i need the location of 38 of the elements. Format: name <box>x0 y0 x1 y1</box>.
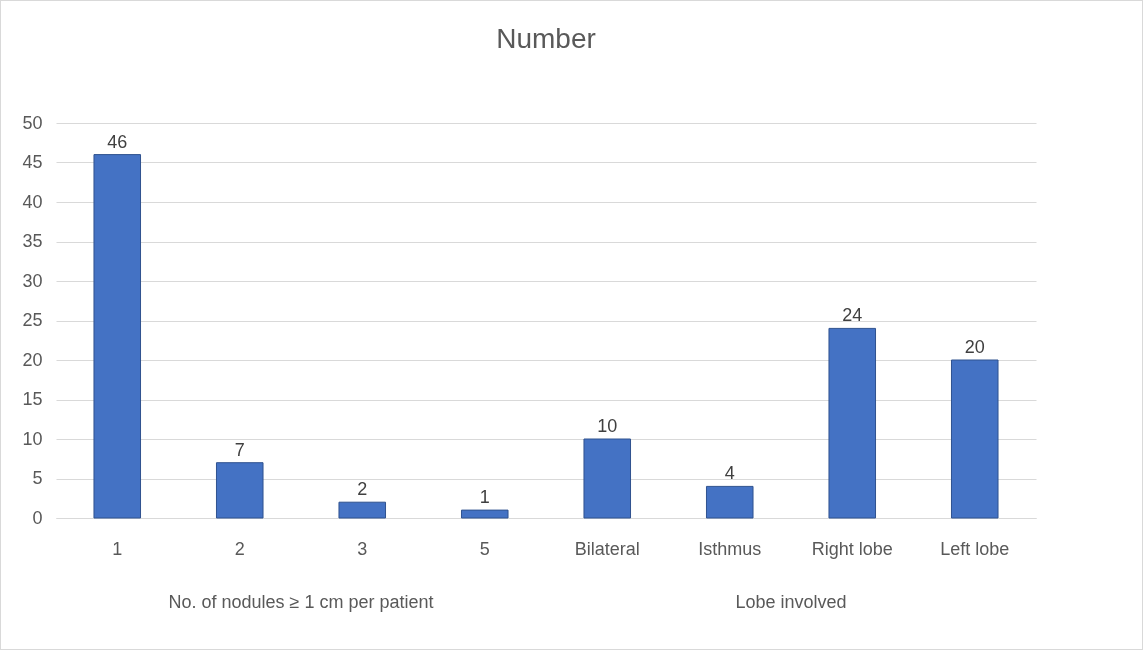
bar <box>950 359 999 519</box>
y-tick-label: 50 <box>22 112 43 133</box>
y-tick-label: 15 <box>22 389 43 409</box>
data-label: 24 <box>842 305 863 326</box>
x-tick-label: 2 <box>234 538 245 559</box>
text: No. of nodules ≥ 1 cm per patient <box>168 592 434 612</box>
data-label: 20 <box>964 337 985 357</box>
data-label: 46 <box>107 131 128 152</box>
y-tick-label: 20 <box>22 349 43 370</box>
bar <box>828 327 877 519</box>
y-tick-label: 40 <box>22 191 43 212</box>
y-tick-label: 35 <box>22 231 43 251</box>
y-tick-label: 30 <box>22 270 43 291</box>
y-tick-label: 5 <box>32 468 43 488</box>
x-tick-label: 5 <box>479 538 490 559</box>
x-tick-label: Left lobe <box>940 538 1010 559</box>
x-tick-label: 1 <box>112 538 123 559</box>
data-label: 7 <box>234 439 245 460</box>
bar <box>705 485 754 519</box>
y-tick-label: 0 <box>32 507 43 528</box>
text: Lobe involved <box>735 592 847 612</box>
x-tick-label: Bilateral <box>574 538 640 559</box>
data-label: 2 <box>357 479 368 500</box>
bar <box>338 501 387 519</box>
bar <box>215 462 264 519</box>
bar <box>460 509 509 519</box>
data-label: 4 <box>724 463 735 484</box>
x-tick-label: Isthmus <box>698 538 762 559</box>
data-label: 1 <box>479 487 490 508</box>
x-tick-label: Right lobe <box>811 538 893 559</box>
y-tick-label: 45 <box>22 152 43 172</box>
y-tick-label: 25 <box>22 310 43 330</box>
data-label: 10 <box>597 416 618 436</box>
chart-title: Number <box>496 23 596 54</box>
y-tick-label: 10 <box>22 428 43 449</box>
bar <box>93 154 142 519</box>
bar <box>583 438 632 519</box>
x-tick-label: 3 <box>357 538 368 559</box>
